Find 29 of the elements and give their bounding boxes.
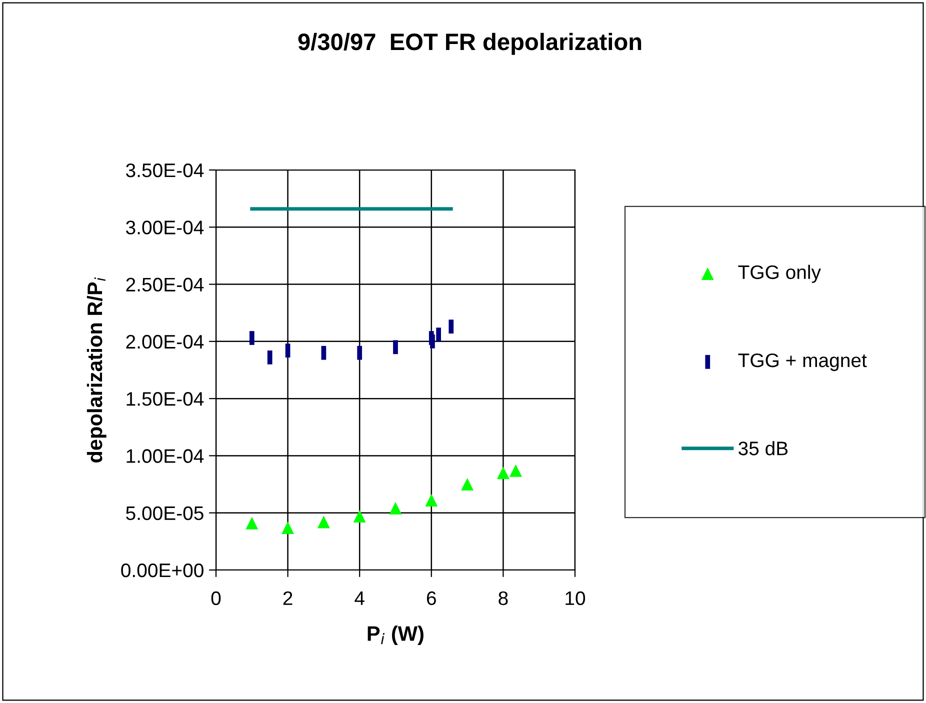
x-tick-label: 0 (211, 591, 221, 606)
legend-label: TGG only (738, 264, 821, 283)
point (496, 466, 510, 480)
legend-label: 35 dB (738, 441, 788, 456)
x-tick-label: 6 (426, 591, 436, 606)
x-tick-label: 10 (566, 591, 586, 606)
y-tick-label: 5.00E-05 (126, 506, 204, 520)
x-tick-label: 8 (498, 591, 508, 606)
point (353, 510, 366, 523)
point (461, 478, 474, 491)
point (282, 521, 294, 534)
x-tick-label: 2 (283, 591, 292, 605)
y-tick-label: 3.50E-04 (126, 163, 204, 178)
y-tick-label: 1.00E-04 (126, 449, 204, 463)
point (425, 494, 438, 507)
y-axis-title: depolarization R/P$_{i}$ (86, 277, 106, 462)
y-tick-label: 1.50E-04 (126, 392, 204, 406)
y-tick-label: 3.00E-04 (126, 220, 204, 234)
legend-label: TGG + magnet (738, 353, 867, 372)
x-axis-title: P$_{i}$ (W) (368, 626, 424, 646)
point (317, 516, 330, 528)
point (246, 516, 258, 530)
y-tick-label: 2.50E-04 (126, 278, 204, 292)
x-tick-label: 4 (354, 592, 364, 605)
chart-title: 9/30/97 EOT FR depolarization (298, 32, 642, 55)
y-tick-label: 2.00E-04 (126, 334, 204, 349)
y-tick-label: 0.00E+00 (121, 563, 204, 578)
point (389, 502, 402, 515)
point (510, 464, 522, 477)
